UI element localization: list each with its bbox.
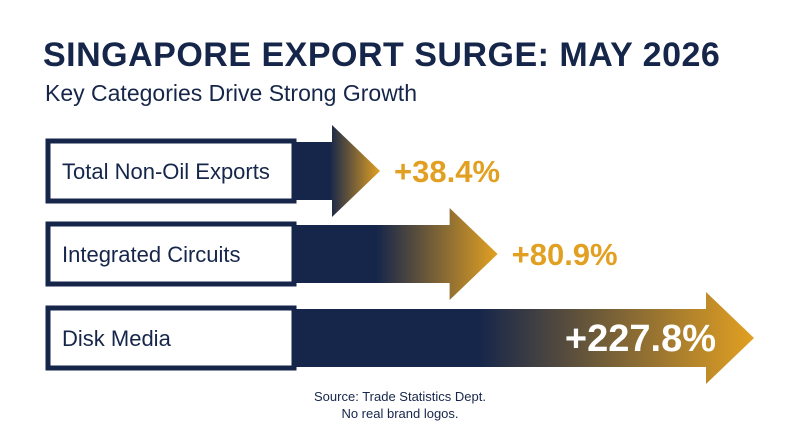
source-note: Source: Trade Statistics Dept. No real b… — [0, 388, 800, 422]
bar-arrow — [296, 292, 754, 384]
value-label: +38.4% — [394, 154, 500, 189]
bar-arrow — [296, 125, 380, 217]
category-label: Total Non-Oil Exports — [62, 159, 270, 184]
category-label-box — [45, 305, 297, 371]
category-label: Integrated Circuits — [62, 242, 241, 267]
category-label-box — [45, 221, 297, 287]
category-label: Disk Media — [62, 326, 172, 351]
bar-arrow — [296, 208, 498, 300]
value-label: +80.9% — [512, 237, 618, 272]
category-label-box — [45, 138, 297, 204]
value-label: +227.8% — [565, 318, 716, 360]
disclaimer-line: No real brand logos. — [341, 406, 459, 421]
chart-subtitle: Key Categories Drive Strong Growth — [45, 80, 417, 106]
chart-title: SINGAPORE EXPORT SURGE: MAY 2026 — [43, 36, 721, 74]
source-line: Source: Trade Statistics Dept. — [314, 389, 486, 404]
